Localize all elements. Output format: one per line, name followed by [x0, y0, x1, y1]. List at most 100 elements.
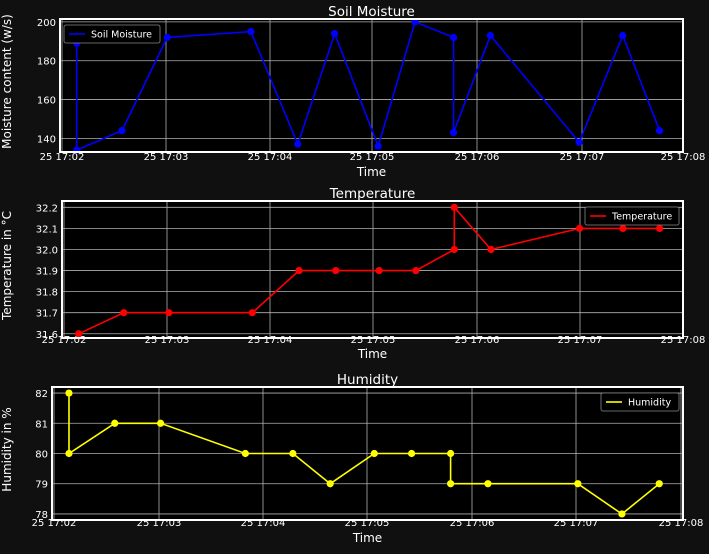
y-axis-label: Moisture content (w/s)	[0, 14, 14, 149]
y-tick-label: 160	[37, 96, 56, 107]
data-point	[619, 31, 627, 40]
data-point	[447, 480, 455, 488]
x-tick-label: 25 17:03	[137, 518, 182, 529]
data-point	[618, 510, 626, 518]
x-tick-label: 25 17:06	[450, 518, 495, 529]
data-point	[484, 480, 492, 488]
data-point	[655, 127, 664, 135]
data-point	[655, 480, 663, 488]
y-tick-label: 200	[37, 18, 56, 29]
data-point	[449, 128, 458, 137]
axes-frame	[61, 200, 684, 339]
data-point	[294, 140, 302, 148]
humidity-chart: 25 17:02 25 17:03 25 17:04 25 17:05 25 17:06…	[0, 372, 703, 545]
data-point	[575, 224, 584, 232]
chart-title: Humidity	[337, 372, 398, 388]
data-point	[295, 266, 303, 275]
data-point	[450, 245, 458, 254]
data-point	[447, 449, 455, 458]
x-tick-label: 25 17:05	[350, 152, 395, 163]
x-tick-label: 25 17:08	[659, 518, 704, 529]
x-tick-label: 25 17:04	[248, 335, 293, 346]
y-tick-label: 140	[37, 134, 56, 145]
data-point	[450, 203, 458, 211]
legend: Soil Moisture	[63, 24, 161, 44]
legend: Temperature	[584, 206, 680, 226]
soil-moisture-chart: 25 17:02 25 17:03 25 17:04 25 17:05 25 17:06…	[0, 4, 705, 179]
x-axis-label: Time	[352, 531, 382, 545]
legend-label: Temperature	[611, 212, 672, 223]
data-point	[120, 309, 128, 317]
y-tick-label: 32.2	[36, 203, 58, 214]
data-point	[165, 309, 173, 317]
x-tick-label: 25 17:08	[661, 335, 706, 346]
data-point	[75, 330, 83, 338]
data-point	[65, 449, 73, 458]
data-point	[248, 309, 256, 317]
y-tick-label: 80	[35, 450, 48, 461]
x-tick-label: 25 17:03	[144, 152, 189, 163]
data-point	[619, 224, 627, 232]
x-tick-label: 25 17:03	[145, 335, 190, 346]
legend-box	[584, 206, 680, 226]
axes-frame	[51, 386, 684, 521]
data-point	[574, 480, 582, 488]
data-point	[163, 33, 171, 42]
data-point	[486, 31, 495, 40]
plot-area	[62, 201, 683, 338]
y-tick-label: 31.9	[36, 267, 58, 278]
y-axis-label: Temperature in °C	[0, 211, 14, 321]
x-tick-label: 25 17:02	[32, 518, 77, 529]
chart-title: Soil Moisture	[328, 4, 415, 20]
y-tick-label: 31.8	[36, 288, 58, 299]
data-point	[487, 245, 495, 254]
x-tick-label: 25 17:02	[40, 152, 85, 163]
y-tick-label: 82	[35, 389, 48, 400]
x-tick-label: 25 17:07	[560, 152, 605, 163]
data-point	[332, 266, 340, 275]
y-tick-label: 81	[35, 419, 48, 430]
data-point	[118, 127, 126, 135]
x-tick-label: 25 17:07	[558, 335, 603, 346]
x-tick-label: 25 17:06	[455, 335, 500, 346]
y-tick-label: 180	[37, 57, 56, 68]
data-point	[247, 28, 255, 36]
data-point	[156, 419, 165, 427]
data-point	[375, 266, 383, 275]
x-tick-label: 25 17:04	[241, 518, 286, 529]
x-tick-label: 25 17:04	[248, 152, 293, 163]
data-point	[412, 266, 420, 275]
data-point	[65, 389, 73, 397]
y-tick-label: 78	[35, 510, 48, 521]
x-tick-label: 25 17:08	[661, 152, 706, 163]
x-tick-label: 25 17:02	[42, 335, 87, 346]
y-tick-label: 32.1	[36, 224, 58, 235]
data-point	[370, 449, 378, 458]
y-tick-label: 79	[35, 480, 48, 491]
y-axis-label: Humidity in %	[0, 407, 14, 491]
legend: Humidity	[600, 392, 680, 412]
temperature-chart: 25 17:02 25 17:03 25 17:04 25 17:05 25 17:06…	[0, 186, 705, 361]
legend-label: Soil Moisture	[91, 30, 152, 41]
axes-frame	[59, 18, 684, 153]
data-point	[241, 449, 249, 458]
x-axis-label: Time	[356, 165, 386, 179]
data-point	[326, 480, 334, 488]
series-line	[78, 205, 660, 335]
data-point	[289, 449, 297, 458]
data-point	[331, 29, 339, 38]
data-point	[656, 224, 664, 232]
x-tick-label: 25 17:05	[345, 518, 390, 529]
y-tick-label: 31.6	[36, 330, 58, 341]
x-axis-label: Time	[357, 347, 387, 361]
data-point	[408, 449, 416, 458]
legend-label: Humidity	[628, 398, 671, 409]
data-point	[411, 18, 419, 26]
x-tick-label: 25 17:05	[351, 335, 396, 346]
y-tick-label: 31.7	[36, 309, 58, 320]
y-tick-label: 32.0	[36, 245, 58, 256]
data-point	[111, 419, 119, 427]
legend-box	[600, 392, 680, 412]
x-tick-label: 25 17:06	[455, 152, 500, 163]
